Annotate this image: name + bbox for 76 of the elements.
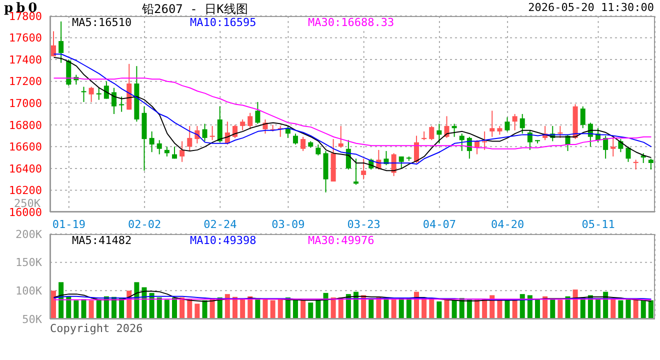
candlestick bbox=[248, 112, 253, 130]
candlestick bbox=[504, 116, 510, 132]
candlestick bbox=[490, 110, 495, 138]
text: MA5:16510 bbox=[72, 16, 132, 29]
text: MA5:41482 bbox=[72, 234, 132, 247]
candlestick bbox=[149, 130, 154, 153]
candlestick bbox=[618, 138, 624, 153]
candlestick bbox=[558, 125, 563, 138]
candlestick bbox=[255, 102, 260, 124]
candlestick bbox=[210, 125, 215, 141]
candlestick bbox=[520, 114, 525, 134]
candlestick bbox=[512, 114, 518, 131]
chart-title: 铅2607 - 日K线图 bbox=[142, 1, 248, 18]
candlestick bbox=[293, 133, 298, 145]
candlestick bbox=[66, 59, 72, 86]
x-tick-label: 02-24 bbox=[204, 218, 238, 231]
y-tick-label: 17000 bbox=[8, 97, 42, 110]
candlestick bbox=[58, 20, 64, 64]
x-tick-label: 01-19 bbox=[52, 218, 86, 231]
candlestick bbox=[436, 123, 442, 144]
candlestick bbox=[156, 140, 162, 155]
candlestick bbox=[202, 123, 208, 142]
y-tick-label: 16600 bbox=[8, 140, 42, 154]
text: MA10:16595 bbox=[190, 16, 256, 29]
candlestick bbox=[104, 80, 109, 100]
candlestick bbox=[603, 135, 608, 160]
y-tick-label: 16400 bbox=[8, 162, 42, 176]
candlestick bbox=[361, 158, 366, 180]
candlestick bbox=[217, 106, 222, 143]
candlestick bbox=[648, 158, 654, 170]
candlestick bbox=[444, 116, 450, 138]
x-tick-label: 02-02 bbox=[128, 218, 162, 231]
candlestick bbox=[482, 130, 488, 150]
text: MA30:16688.33 bbox=[308, 16, 394, 29]
candlestick bbox=[429, 125, 434, 141]
candlestick bbox=[164, 146, 170, 157]
y-tick-label: 16200 bbox=[8, 184, 42, 198]
text: MA30:49976 bbox=[308, 234, 374, 247]
candlestick bbox=[452, 123, 457, 138]
y-tick-label: 17200 bbox=[8, 75, 42, 88]
candlestick bbox=[580, 106, 586, 129]
candlestick bbox=[300, 136, 306, 152]
candlestick bbox=[112, 87, 116, 114]
x-tick-label: 03-23 bbox=[347, 218, 380, 231]
candlestick bbox=[633, 159, 638, 170]
text: MA10:49398 bbox=[190, 234, 256, 247]
x-tick-label: 04-07 bbox=[422, 218, 456, 231]
y-tick-label: 16800 bbox=[8, 118, 42, 132]
y-tick-label: 200K bbox=[16, 228, 42, 241]
candlestick bbox=[96, 87, 102, 100]
candlestick bbox=[51, 30, 56, 57]
candlestick bbox=[187, 125, 192, 152]
x-tick-label: 03-09 bbox=[272, 218, 305, 231]
candlestick bbox=[626, 146, 631, 162]
candlestick bbox=[459, 133, 464, 152]
candlestick bbox=[354, 158, 358, 186]
candlestick bbox=[180, 140, 185, 162]
y-tick-label: 50K bbox=[22, 312, 42, 326]
y-tick-label: 150K bbox=[16, 256, 42, 270]
y-tick-label: 17400 bbox=[8, 53, 42, 66]
candlestick bbox=[610, 137, 616, 157]
candlestick bbox=[338, 125, 344, 148]
y-tick-label: 17600 bbox=[8, 32, 42, 45]
candlestick bbox=[316, 144, 321, 156]
candlestick bbox=[88, 86, 94, 103]
candlestick bbox=[119, 96, 124, 112]
candlestick bbox=[527, 130, 532, 150]
candlestick bbox=[232, 124, 238, 138]
text: Copyright 2026 bbox=[50, 322, 143, 335]
y-tick-label: 16000 bbox=[8, 206, 42, 219]
x-tick-label: 05-11 bbox=[582, 218, 615, 231]
x-tick-label: 04-20 bbox=[490, 218, 524, 231]
candlestick bbox=[240, 118, 246, 131]
text: 2026-05-20 11:30:00 bbox=[528, 1, 654, 14]
y-tick-label: 100K bbox=[16, 284, 42, 298]
candlestick bbox=[81, 86, 86, 103]
